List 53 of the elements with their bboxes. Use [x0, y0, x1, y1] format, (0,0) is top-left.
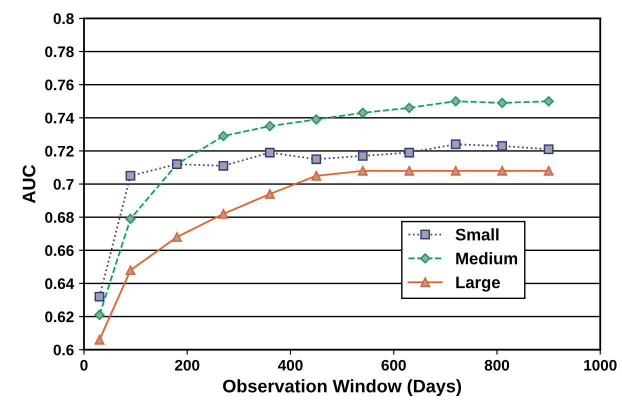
x-tick-label: 400	[278, 360, 303, 371]
point	[264, 120, 275, 132]
legend-label: Medium	[456, 252, 518, 264]
point	[358, 166, 368, 176]
x-axis-title: Observation Window (Days)	[223, 379, 462, 396]
point	[450, 96, 461, 106]
point	[404, 148, 414, 158]
point	[126, 265, 136, 276]
point	[172, 232, 182, 242]
point	[497, 166, 507, 176]
point	[544, 144, 554, 154]
point	[125, 214, 136, 224]
point	[450, 139, 461, 150]
point	[264, 189, 275, 199]
point	[311, 114, 322, 125]
y-tick-label: 0.62	[45, 311, 74, 322]
y-tick-label: 0.78	[45, 46, 74, 58]
point	[544, 166, 554, 176]
point	[497, 141, 507, 151]
point	[218, 160, 228, 171]
point	[358, 108, 368, 118]
point	[94, 334, 104, 345]
x-tick-label: 0	[80, 360, 88, 371]
y-tick-label: 0.66	[45, 245, 74, 256]
x-tick-label: 800	[484, 360, 510, 371]
legend-label: Large	[456, 276, 500, 292]
legend-label: Small	[456, 228, 498, 241]
x-tick-label: 1000	[584, 360, 617, 371]
point	[218, 209, 228, 219]
y-tick-label: 0.6	[54, 344, 74, 356]
y-tick-label: 0.68	[45, 212, 74, 223]
point	[404, 166, 414, 176]
y-tick-label: 0.76	[45, 80, 74, 90]
point	[264, 148, 275, 158]
y-tick-label: 0.72	[45, 146, 74, 157]
point	[311, 170, 322, 181]
y-tick-label: 0.74	[45, 112, 74, 124]
point	[358, 151, 368, 161]
y-axis-title: AUC	[22, 164, 36, 204]
point	[404, 102, 414, 113]
point	[543, 96, 554, 106]
point	[450, 166, 461, 176]
point	[94, 310, 105, 320]
x-tick-label: 600	[382, 360, 406, 371]
point	[94, 292, 104, 302]
point	[218, 130, 228, 142]
point	[126, 170, 136, 181]
point	[497, 98, 508, 108]
y-tick-label: 0.8	[54, 13, 74, 24]
y-tick-label: 0.64	[45, 278, 74, 290]
x-tick-label: 200	[175, 360, 200, 371]
y-tick-label: 0.7	[54, 178, 74, 190]
point	[311, 154, 322, 164]
